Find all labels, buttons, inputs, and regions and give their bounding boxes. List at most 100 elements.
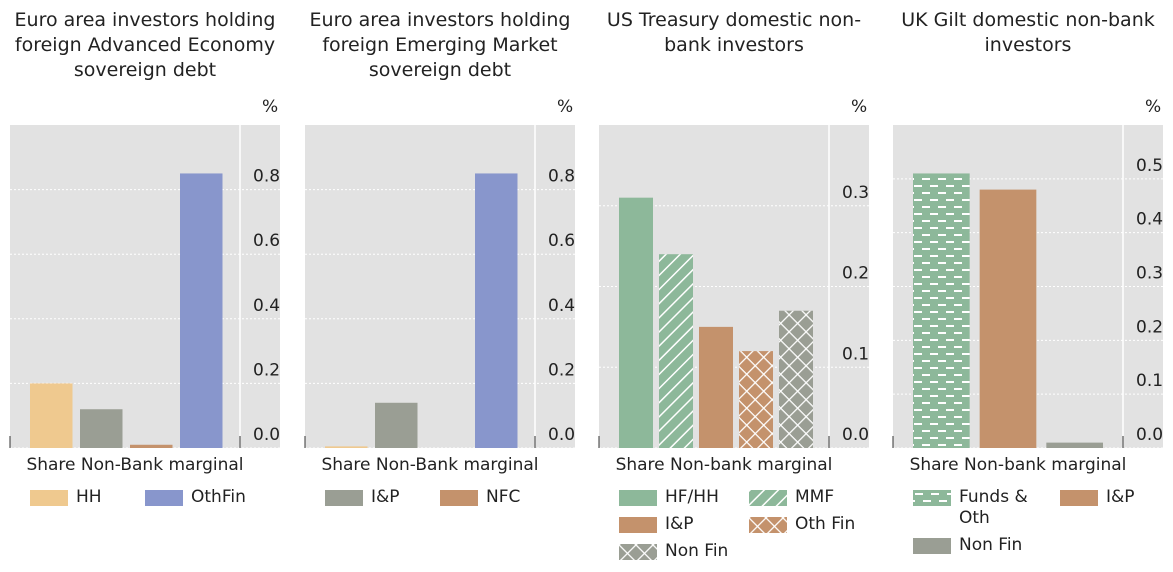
y-tick-label: 0.4: [548, 296, 575, 316]
legend-swatch: [1060, 490, 1098, 506]
y-tick-label: 0.0: [548, 425, 575, 445]
y-tick-label: 0.2: [253, 360, 280, 380]
legend-swatch: [749, 517, 787, 533]
y-tick-label: 0.2: [842, 264, 869, 284]
y-tick-label: 0.0: [1136, 425, 1163, 445]
y-tick-label: 0.5: [1136, 156, 1163, 176]
legend-item: Non Fin: [913, 535, 1060, 556]
legend: HF/HH MMF I&P Oth Fin Non Fin: [619, 487, 879, 562]
legend-item: HH: [30, 487, 145, 508]
legend-label: Non Fin: [665, 541, 729, 561]
legend-label: Oth Fin: [795, 514, 856, 534]
legend-swatch: [619, 490, 657, 506]
legend-item: I&P: [1060, 487, 1173, 529]
y-tick-label: 0.4: [1136, 210, 1163, 230]
y-tick-label: 0.6: [548, 231, 575, 251]
legend-swatch: [619, 544, 657, 560]
bar: [375, 402, 418, 448]
chart-title: UK Gilt domestic non-bank investors: [901, 9, 1155, 56]
legend-swatch: [749, 490, 787, 506]
legend-item: HF/HH: [619, 487, 749, 508]
y-tick-label: 0.6: [253, 231, 280, 251]
x-axis-label: Share Non-bank marginal: [910, 455, 1127, 475]
legend-item: MMF: [749, 487, 879, 508]
y-tick-label: 0.8: [253, 167, 280, 187]
y-tick-label: 0.8: [548, 167, 575, 187]
legend-swatch: [440, 490, 478, 506]
chart-title: US Treasury domestic non-bank investors: [606, 9, 862, 56]
bar: [699, 326, 733, 448]
legend-item: Funds & Oth: [913, 487, 1060, 529]
legend: HH OthFin: [30, 487, 260, 508]
legend-item: Oth Fin: [749, 514, 879, 535]
bar: [180, 173, 223, 448]
legend-swatch-fill: [30, 490, 68, 506]
bar: [80, 409, 123, 448]
legend-swatch-fill: [913, 538, 951, 554]
unit-label: %: [262, 97, 278, 117]
bar: [475, 173, 518, 448]
legend: Funds & Oth I&P Non Fin: [913, 487, 1173, 556]
legend-item: OthFin: [145, 487, 260, 508]
unit-label: %: [851, 97, 867, 117]
y-tick-label: 0.1: [842, 344, 869, 364]
legend-swatch: [325, 490, 363, 506]
y-tick-label: 0.1: [1136, 371, 1163, 391]
chart-title: Euro area investors holding foreign Emer…: [309, 9, 571, 81]
y-tick-label: 0.2: [548, 360, 575, 380]
y-tick-label: 0.3: [842, 183, 869, 203]
bar: [325, 446, 368, 448]
unit-label: %: [557, 97, 573, 117]
bar-pattern: [913, 173, 970, 448]
y-tick-label: 0.0: [253, 425, 280, 445]
legend-swatch-fill-pattern: [749, 517, 787, 533]
x-axis-label: Share Non-Bank marginal: [321, 455, 538, 475]
legend-label: Funds & Oth: [959, 487, 1028, 528]
legend-swatch-fill: [619, 490, 657, 506]
legend-swatch: [913, 538, 951, 554]
bar: [130, 444, 173, 448]
x-axis-label: Share Non-bank marginal: [616, 455, 833, 475]
bar: [619, 197, 653, 448]
legend-label: HH: [76, 487, 102, 507]
y-tick-label: 0.2: [1136, 317, 1163, 337]
legend-swatch-fill-pattern: [913, 490, 951, 506]
plot-area: [305, 125, 575, 448]
legend-swatch-fill: [325, 490, 363, 506]
legend-label: I&P: [665, 514, 694, 534]
legend-swatch: [913, 490, 951, 506]
x-axis-label: Share Non-Bank marginal: [26, 455, 243, 475]
legend-swatch-fill: [1060, 490, 1098, 506]
legend-swatch: [145, 490, 183, 506]
legend-label: OthFin: [191, 487, 246, 507]
bar: [1046, 442, 1103, 448]
legend-item: NFC: [440, 487, 555, 508]
legend: I&P NFC: [325, 487, 555, 508]
legend-label: I&P: [1106, 487, 1135, 507]
legend-swatch: [30, 490, 68, 506]
bar: [30, 383, 73, 448]
legend-label: MMF: [795, 487, 835, 507]
legend-item: I&P: [325, 487, 440, 508]
y-tick-label: 0.4: [253, 296, 280, 316]
legend-label: HF/HH: [665, 487, 719, 507]
legend-swatch-fill-pattern: [619, 544, 657, 560]
legend-swatch-fill: [440, 490, 478, 506]
legend-item: I&P: [619, 514, 749, 535]
y-tick-label: 0.3: [1136, 264, 1163, 284]
chart-title: Euro area investors holding foreign Adva…: [14, 9, 276, 81]
legend-swatch-fill: [619, 517, 657, 533]
unit-label: %: [1145, 97, 1161, 117]
legend-label: I&P: [371, 487, 400, 507]
legend-label: Non Fin: [959, 535, 1023, 555]
y-tick-label: 0.0: [842, 425, 869, 445]
legend-swatch-fill-pattern: [749, 490, 787, 506]
legend-swatch-fill: [145, 490, 183, 506]
legend-label: NFC: [486, 487, 521, 507]
legend-item: Non Fin: [619, 541, 749, 562]
bar: [979, 189, 1037, 448]
bar-pattern: [779, 310, 813, 448]
bar-pattern: [659, 254, 693, 448]
